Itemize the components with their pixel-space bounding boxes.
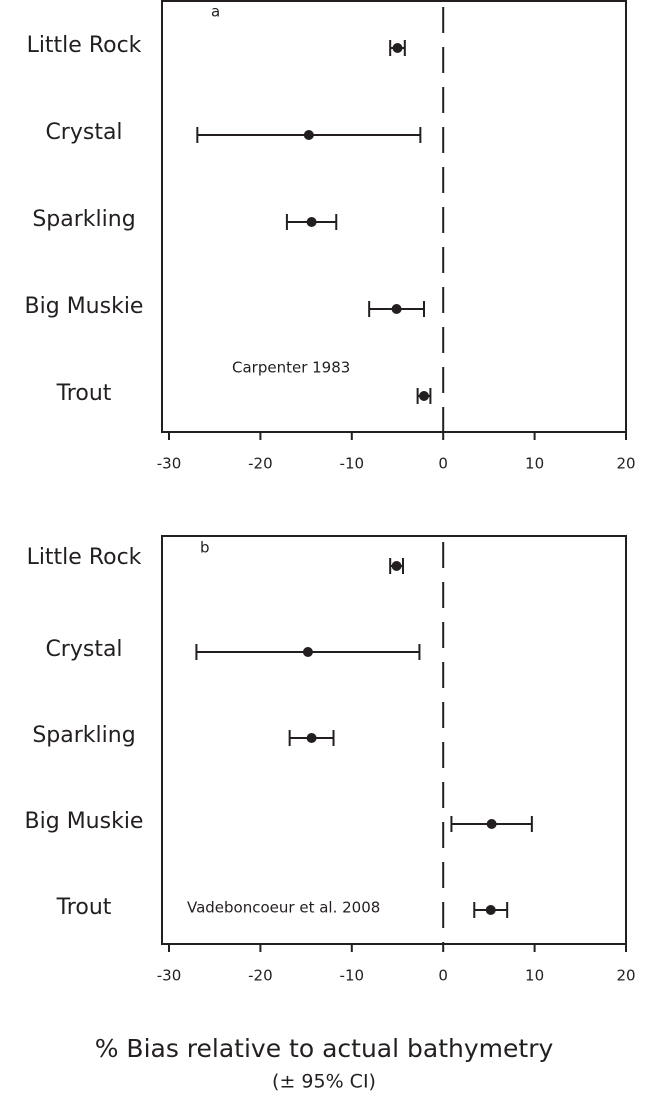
x-tick-label: -30 (157, 455, 182, 473)
y-tick-label: Big Muskie (25, 809, 144, 834)
y-tick-label: Little Rock (27, 33, 142, 58)
x-tick-label: 20 (616, 967, 635, 985)
point (486, 819, 497, 829)
panel-label: b (200, 539, 210, 557)
annotation: Vadeboncoeur et al. 2008 (187, 899, 380, 917)
x-tick-label: 20 (616, 455, 635, 473)
x-axis-subtitle: (± 95% CI) (272, 1071, 376, 1093)
y-tick-label: Little Rock (27, 545, 142, 570)
x-tick-label: 10 (525, 967, 544, 985)
x-tick-label: -20 (248, 455, 273, 473)
y-tick-label: Crystal (45, 637, 122, 662)
point (392, 43, 403, 53)
point (306, 733, 317, 743)
y-tick-label: Sparkling (32, 207, 135, 232)
x-tick-label: -10 (340, 967, 365, 985)
y-tick-label: Crystal (45, 120, 122, 145)
plot-frame (161, 0, 627, 433)
x-tick-label: -20 (248, 967, 273, 985)
y-tick-label: Big Muskie (25, 294, 144, 319)
y-tick-label: Sparkling (32, 723, 135, 748)
x-tick-label: -30 (157, 967, 182, 985)
point (302, 647, 313, 657)
point (391, 561, 402, 571)
point (306, 217, 317, 227)
x-tick-label: -10 (340, 455, 365, 473)
x-axis-title: % Bias relative to actual bathymetry (95, 1034, 554, 1063)
point (485, 905, 496, 915)
point (303, 130, 314, 140)
x-tick-label: 0 (438, 967, 448, 985)
x-tick-label: 0 (438, 455, 448, 473)
panel-label: a (211, 3, 220, 21)
y-tick-label: Trout (56, 895, 112, 920)
point (391, 304, 402, 314)
annotation: Carpenter 1983 (232, 359, 350, 377)
plot-frame (161, 535, 627, 945)
x-tick-label: 10 (525, 455, 544, 473)
point (419, 391, 430, 401)
y-tick-label: Trout (56, 381, 112, 406)
